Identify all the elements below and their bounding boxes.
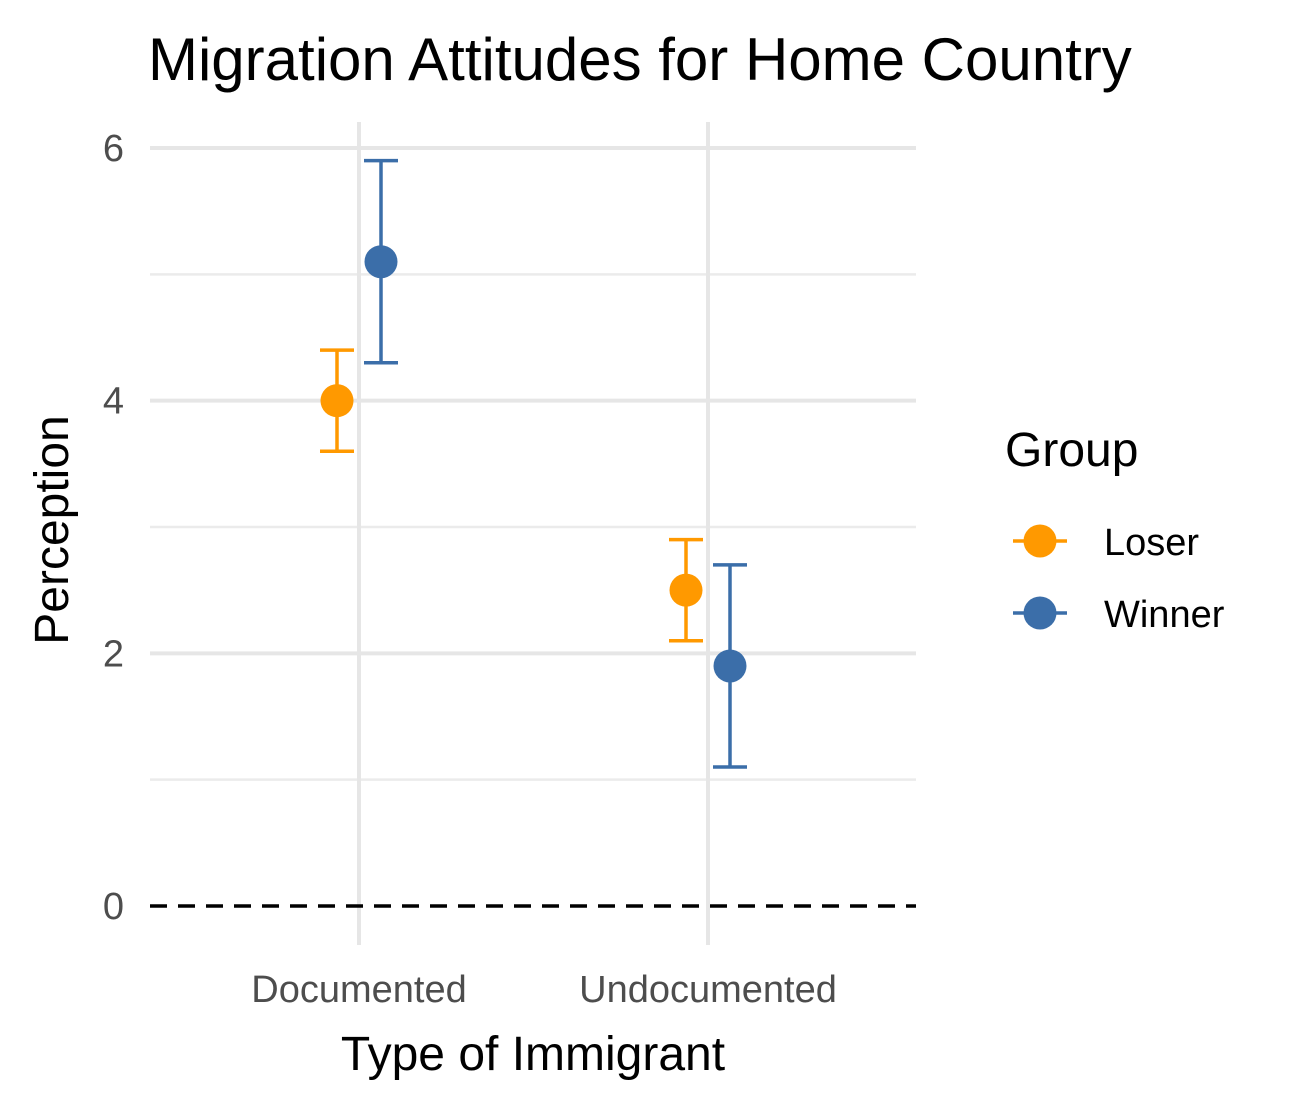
data-point: [669, 573, 703, 607]
data-point: [364, 245, 398, 279]
y-tick-label: 2: [103, 633, 124, 675]
data-marks: [320, 158, 747, 769]
legend-item-loser: Loser: [1013, 522, 1199, 564]
x-tick-label: Undocumented: [579, 969, 837, 1011]
legend-label: Loser: [1104, 522, 1199, 564]
legend-key-point: [1023, 596, 1057, 630]
errorbar-point-winner: [713, 563, 747, 769]
y-tick-label: 6: [103, 128, 124, 170]
y-tick-labels: 0 2 4 6: [103, 128, 124, 928]
y-tick-label: 4: [103, 381, 124, 423]
x-axis-title: Type of Immigrant: [341, 1028, 725, 1081]
legend: Group Loser Winner: [1005, 424, 1225, 636]
legend-item-winner: Winner: [1013, 594, 1225, 636]
legend-key-point: [1023, 524, 1057, 558]
x-tick-label: Documented: [251, 969, 466, 1011]
legend-items: Loser Winner: [1013, 522, 1225, 636]
data-point: [320, 384, 354, 418]
x-tick-labels: Documented Undocumented: [251, 969, 837, 1011]
data-point: [713, 649, 747, 683]
grid: [150, 122, 916, 945]
errorbar-point-loser: [320, 348, 354, 453]
y-axis-title: Perception: [26, 415, 79, 644]
errorbar-point-loser: [669, 537, 703, 643]
chart-title: Migration Attitudes for Home Country: [148, 26, 1132, 93]
y-tick-label: 0: [103, 886, 124, 928]
legend-label: Winner: [1104, 594, 1225, 636]
errorbar-point-winner: [364, 158, 398, 365]
legend-title: Group: [1005, 424, 1138, 477]
